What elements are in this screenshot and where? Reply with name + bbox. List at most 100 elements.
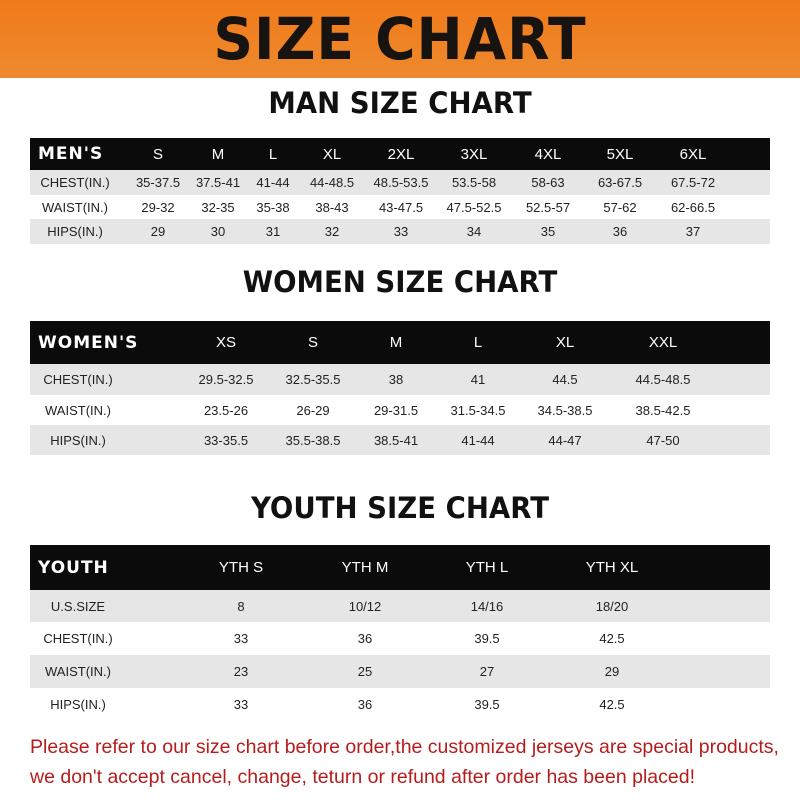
table-cell: 44-47 — [548, 432, 582, 448]
table-row: HIPS(IN.) 29 30 31 32 33 34 35 36 37 — [30, 219, 770, 244]
table-row: WAIST(IN.) 23.5-26 26-29 29-31.5 31.5-34.5 34… — [30, 395, 770, 425]
table-cell: 30 — [210, 224, 226, 239]
table-cell: 29 — [604, 664, 620, 679]
table-title-cell: YOUTH — [38, 557, 109, 578]
row-label: WAIST(IN.) — [42, 199, 108, 215]
table-cell: 14/16 — [470, 598, 504, 614]
table-cell: 67.5-72 — [670, 175, 716, 190]
table-header-row: MEN'S S M L XL 2XL 3XL 4XL 5XL 6XL — [30, 138, 770, 170]
table-cell: 36 — [357, 696, 373, 712]
table-cell: 33 — [393, 224, 409, 239]
table-row: HIPS(IN.) 33 36 39.5 42.5 — [30, 688, 770, 720]
table-cell: 18/20 — [595, 598, 629, 614]
table-cell: 41-44 — [256, 175, 290, 190]
table-cell: 35-38 — [256, 199, 290, 215]
table-cell: 52.5-57 — [525, 199, 571, 215]
size-header: YTH S — [218, 559, 264, 576]
table-cell: 41 — [470, 372, 486, 387]
size-header: M — [211, 145, 225, 163]
size-header: L — [473, 334, 483, 351]
size-header: 5XL — [606, 145, 634, 163]
row-label: WAIST(IN.) — [45, 664, 111, 679]
table-cell: 32-35 — [201, 199, 235, 215]
table-cell: 35-37.5 — [135, 175, 181, 190]
table-cell: 44-48.5 — [309, 175, 355, 190]
table-cell: 33-35.5 — [203, 432, 249, 448]
row-label: WAIST(IN.) — [45, 402, 111, 418]
table-cell: 32.5-35.5 — [285, 372, 341, 387]
table-cell: 23.5-26 — [203, 402, 249, 418]
row-label: HIPS(IN.) — [47, 224, 103, 239]
table-cell: 26-29 — [296, 402, 330, 418]
table-cell: 34.5-38.5 — [537, 402, 593, 418]
table-cell: 44.5 — [552, 372, 578, 387]
table-row: CHEST(IN.) 29.5-32.5 32.5-35.5 38 41 44.5 44.5… — [30, 364, 770, 395]
table-header-row: WOMEN'S XS S M L XL XXL — [30, 321, 770, 364]
table-cell: 41-44 — [461, 432, 495, 448]
table-cell: 32 — [324, 224, 340, 239]
size-header: XL — [322, 145, 342, 163]
table-cell: 37.5-41 — [195, 175, 241, 190]
row-label: U.S.SIZE — [50, 598, 106, 614]
table-cell: 47-50 — [646, 432, 680, 448]
size-header: XS — [215, 334, 237, 351]
men-chart-title: MAN SIZE CHART — [268, 86, 532, 120]
size-header: M — [389, 334, 403, 351]
table-cell: 58-63 — [531, 175, 565, 190]
table-cell: 34 — [466, 224, 482, 239]
size-header: YTH M — [341, 559, 389, 576]
size-header: 2XL — [387, 145, 415, 163]
table-cell: 57-62 — [603, 199, 637, 215]
table-cell: 48.5-53.5 — [373, 175, 429, 190]
table-cell: 33 — [233, 631, 249, 646]
table-cell: 27 — [479, 664, 495, 679]
women-chart-title: WOMEN SIZE CHART — [242, 265, 558, 299]
notice-line-2: we don't accept cancel, change, teturn o… — [30, 766, 695, 788]
banner: SIZE CHART — [0, 0, 800, 78]
table-cell: 35.5-38.5 — [285, 432, 341, 448]
table-row: HIPS(IN.) 33-35.5 35.5-38.5 38.5-41 41-44 44-… — [30, 425, 770, 455]
table-cell: 35 — [540, 224, 556, 239]
youth-chart-title: YOUTH SIZE CHART — [250, 491, 550, 525]
table-cell: 44.5-48.5 — [635, 372, 691, 387]
size-header: 6XL — [679, 145, 707, 163]
banner-title: SIZE CHART — [213, 5, 587, 73]
table-title-cell: WOMEN'S — [38, 332, 139, 353]
table-cell: 42.5 — [599, 631, 625, 646]
table-cell: 29-31.5 — [373, 402, 419, 418]
table-row: CHEST(IN.) 35-37.5 37.5-41 41-44 44-48.5 48.5… — [30, 170, 770, 195]
table-cell: 36 — [612, 224, 628, 239]
table-cell: 31 — [265, 224, 281, 239]
table-cell: 38.5-42.5 — [635, 402, 691, 418]
size-header: YTH XL — [585, 559, 639, 576]
table-cell: 33 — [233, 696, 249, 712]
row-label: HIPS(IN.) — [50, 432, 106, 448]
size-header: XXL — [648, 334, 678, 351]
table-cell: 10/12 — [348, 598, 382, 614]
size-header: S — [152, 145, 164, 163]
table-cell: 38 — [388, 372, 404, 387]
table-cell: 25 — [357, 664, 373, 679]
table-cell: 62-66.5 — [670, 199, 716, 215]
size-header: S — [307, 334, 319, 351]
table-cell: 38.5-41 — [373, 432, 419, 448]
size-header: 3XL — [460, 145, 488, 163]
table-title-cell: MEN'S — [38, 144, 104, 164]
table-cell: 39.5 — [474, 696, 500, 712]
table-cell: 29-32 — [141, 199, 175, 215]
row-label: CHEST(IN.) — [40, 175, 110, 190]
table-cell: 23 — [233, 664, 249, 679]
row-label: CHEST(IN.) — [43, 372, 113, 387]
table-cell: 31.5-34.5 — [450, 402, 506, 418]
table-cell: 29 — [150, 224, 166, 239]
table-cell: 42.5 — [599, 696, 625, 712]
table-cell: 43-47.5 — [378, 199, 424, 215]
table-header-row: YOUTH YTH S YTH M YTH L YTH XL — [30, 545, 770, 590]
size-header: 4XL — [534, 145, 562, 163]
size-header: YTH L — [465, 559, 509, 576]
table-row: WAIST(IN.) 23 25 27 29 — [30, 655, 770, 688]
table-cell: 63-67.5 — [597, 175, 643, 190]
notice-line-1: Please refer to our size chart before or… — [30, 736, 779, 758]
table-cell: 37 — [685, 224, 701, 239]
row-label: HIPS(IN.) — [50, 696, 106, 712]
